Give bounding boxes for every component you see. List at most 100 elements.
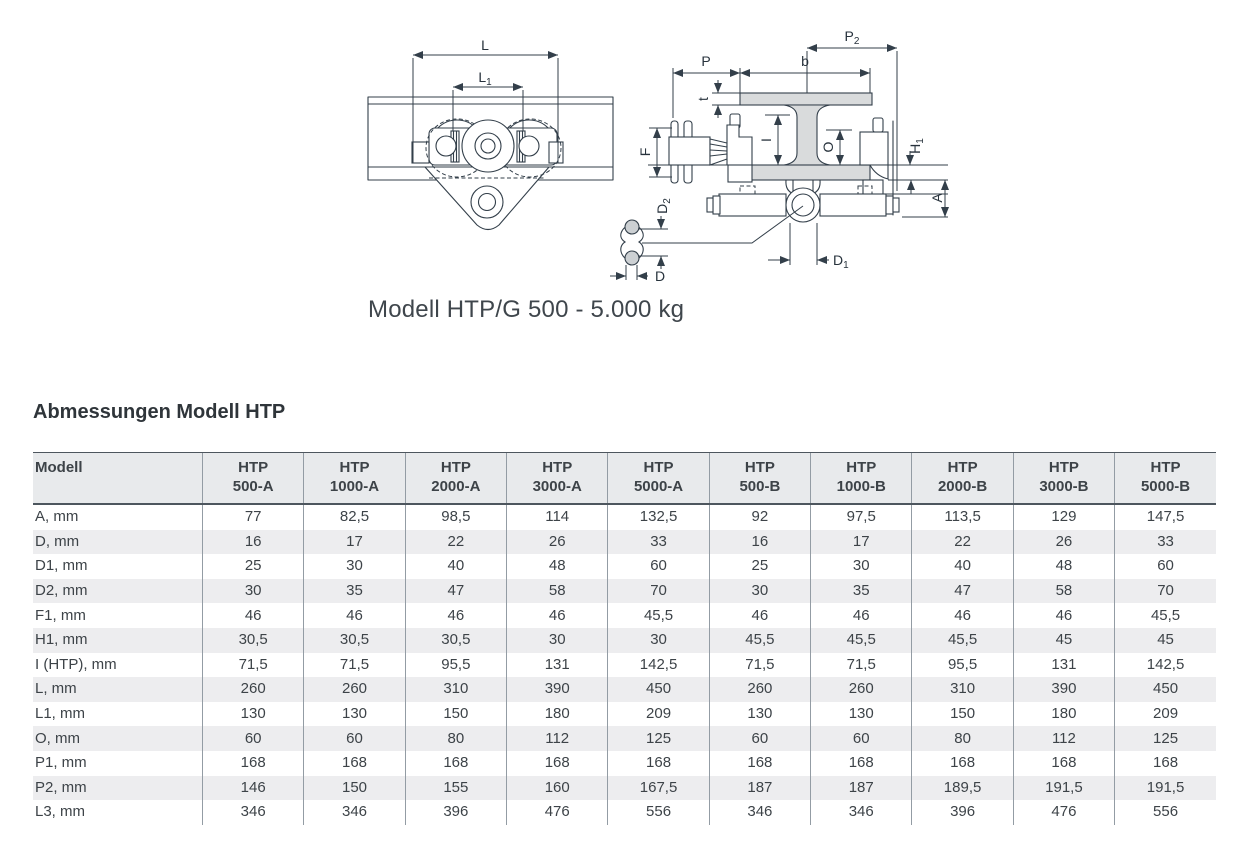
value-cell: 346 <box>303 800 406 825</box>
value-cell: 147,5 <box>1114 504 1216 530</box>
section-view-drawing: P2 P b t F <box>610 28 949 284</box>
column-header-model: 3000-B <box>1039 478 1089 495</box>
value-cell: 30 <box>201 578 304 604</box>
value-cell: 150 <box>911 701 1014 727</box>
value-cell: 125 <box>1114 726 1216 751</box>
value-cell: 187 <box>810 775 912 801</box>
value-cell: 33 <box>607 529 710 555</box>
value-cell: 142,5 <box>607 652 710 678</box>
value-cell: 17 <box>810 529 912 555</box>
dim-label-I: I <box>758 138 774 142</box>
dim-label-O: O <box>820 141 836 152</box>
row-label: L1, mm <box>35 705 86 723</box>
value-cell: 396 <box>911 800 1014 825</box>
side-plate-left <box>726 113 753 183</box>
value-cell: 60 <box>708 726 811 751</box>
value-cell: 167,5 <box>607 775 710 801</box>
value-cell: 46 <box>1012 603 1115 628</box>
column-header-series: HTP <box>339 459 370 476</box>
value-cell: 260 <box>810 677 912 702</box>
value-cell: 40 <box>911 554 1014 579</box>
value-cell: 260 <box>303 677 406 702</box>
table-row: O, mm 60 60 80 112 125 60 60 80 112 125 <box>33 726 1216 751</box>
value-cell: 346 <box>708 800 811 825</box>
dim-L1: L1 <box>453 69 523 91</box>
dim-b: b <box>739 53 871 93</box>
side-plate-right <box>859 117 894 216</box>
row-label: L, mm <box>35 680 77 698</box>
table-row: P2, mm 146 150 155 160 167,5 187 187 189,5 191,5 1… <box>33 775 1216 801</box>
dim-label-H1: H1 <box>907 138 926 154</box>
column-header: HTP 1000-B <box>810 452 912 505</box>
value-cell: 82,5 <box>303 504 406 530</box>
value-cell: 70 <box>607 578 710 604</box>
beam-bottom-flange <box>737 164 871 181</box>
value-cell: 30 <box>303 554 406 579</box>
value-cell: 60 <box>810 726 912 751</box>
value-cell: 16 <box>201 529 304 555</box>
value-cell: 92 <box>708 504 811 530</box>
value-cell: 191,5 <box>1114 775 1216 801</box>
value-cell: 132,5 <box>607 504 710 530</box>
value-cell: 187 <box>708 775 811 801</box>
table-row: H1, mm 30,5 30,5 30,5 30 30 45,5 45,5 45,5 45 45 <box>33 627 1216 653</box>
value-cell: 130 <box>708 701 811 727</box>
value-cell: 40 <box>404 554 507 579</box>
i-beam-section <box>737 92 873 181</box>
value-cell: 476 <box>506 800 608 825</box>
value-cell: 168 <box>810 750 912 776</box>
value-cell: 160 <box>506 775 608 801</box>
value-cell: 45,5 <box>1114 603 1216 628</box>
row-label: O, mm <box>35 729 80 747</box>
dim-label-D2: D2 <box>654 198 673 214</box>
table-header-row: Modell HTP 500-A HTP 1000-A HTP 2000-A HTP 3000-… <box>33 452 1216 505</box>
drive-wheel <box>461 119 515 173</box>
column-header-series: HTP <box>744 459 775 476</box>
value-cell: 26 <box>1012 529 1115 555</box>
value-cell: 71,5 <box>810 652 912 678</box>
value-cell: 130 <box>303 701 406 727</box>
value-cell: 46 <box>810 603 912 628</box>
value-cell: 16 <box>708 529 811 555</box>
column-header-series: HTP <box>1150 459 1181 476</box>
dim-label-D1: D1 <box>833 252 849 271</box>
value-cell: 30 <box>506 627 608 653</box>
column-header-model: 5000-B <box>1140 478 1191 495</box>
axle-bosses <box>435 130 540 163</box>
corner-header: Modell <box>33 452 203 505</box>
value-cell: 58 <box>1012 578 1115 604</box>
value-cell: 45,5 <box>911 627 1014 653</box>
value-cell: 30,5 <box>201 627 304 653</box>
value-cell: 60 <box>607 554 710 579</box>
value-cell: 346 <box>810 800 912 825</box>
row-label: F1, mm <box>35 606 86 624</box>
value-cell: 168 <box>506 750 608 776</box>
row-label: D, mm <box>35 532 80 550</box>
figure-caption: Modell HTP/G 500 - 5.000 kg <box>368 296 685 323</box>
dim-H1: H1 <box>906 138 926 194</box>
value-cell: 22 <box>911 529 1014 555</box>
table-row: I (HTP), mm 71,5 71,5 95,5 131 142,5 71,5 71,5 9… <box>33 652 1216 678</box>
value-cell: 450 <box>1114 677 1216 702</box>
table-row: D2, mm 30 35 47 58 70 30 35 47 58 70 <box>33 578 1216 604</box>
value-cell: 25 <box>708 554 811 579</box>
value-cell: 310 <box>911 677 1014 702</box>
column-header: HTP 5000-A <box>607 452 710 505</box>
row-label: D1, mm <box>35 557 88 575</box>
value-cell: 25 <box>201 554 304 579</box>
value-cell: 150 <box>303 775 406 801</box>
load-crossbar <box>706 185 900 223</box>
value-cell: 46 <box>404 603 507 628</box>
value-cell: 168 <box>607 750 710 776</box>
dim-D: D <box>610 265 665 284</box>
value-cell: 112 <box>1012 726 1115 751</box>
table-row: D1, mm 25 30 40 48 60 25 30 40 48 60 <box>33 554 1216 579</box>
value-cell: 209 <box>1114 701 1216 727</box>
value-cell: 80 <box>404 726 507 751</box>
value-cell: 70 <box>1114 578 1216 604</box>
dim-label-P2: P2 <box>845 28 860 47</box>
value-cell: 46 <box>303 603 406 628</box>
dim-A: A <box>929 180 949 217</box>
value-cell: 142,5 <box>1114 652 1216 678</box>
column-header-model: 5000-A <box>633 478 684 495</box>
